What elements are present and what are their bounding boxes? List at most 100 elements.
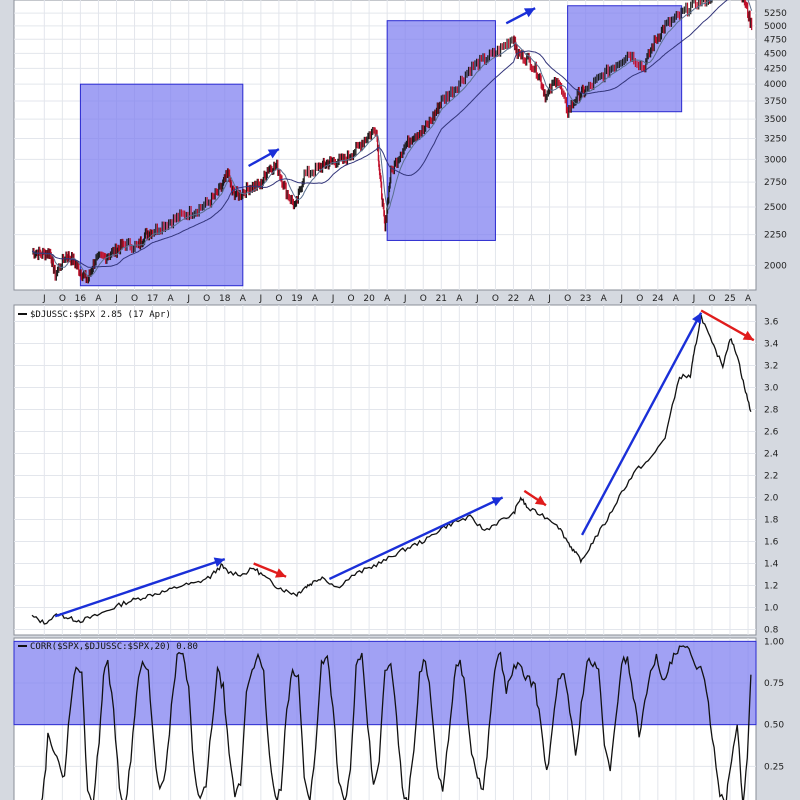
correlation-legend-label: CORR($SPX,$DJUSSC:$SPX,20) 0.80 (30, 642, 198, 652)
ratio-y-tick-label: 3.0 (764, 384, 779, 394)
price-x-tick-label: J (331, 294, 335, 304)
price-trend-arrows (247, 7, 536, 168)
price-x-tick-label: A (673, 294, 680, 304)
price-y-tick-label: 3500 (764, 115, 787, 125)
price-moving-average-fast (31, 0, 753, 277)
price-x-tick-label: A (168, 294, 175, 304)
ratio-trend-arrow-1-shaft (54, 557, 226, 618)
price-x-tick-label: O (708, 294, 715, 304)
price-y-tick-label: 3000 (764, 155, 787, 165)
price-moving-average-slow (31, 0, 728, 268)
price-x-tick-label: O (275, 294, 282, 304)
price-x-tick-label: J (619, 294, 623, 304)
price-x-tick-label: A (745, 294, 752, 304)
price-x-tick-label: 24 (652, 294, 664, 304)
ratio-trend-arrow-1 (54, 557, 226, 618)
price-y-tick-label: 4250 (764, 64, 787, 74)
price-y-tick-label: 2750 (764, 178, 787, 188)
ratio-y-tick-label: 3.6 (764, 318, 779, 328)
price-x-tick-label: 22 (508, 294, 519, 304)
ratio-y-tick-label: 1.6 (764, 538, 779, 548)
ratio-y-tick-label: 2.2 (764, 472, 778, 482)
ratio-trend-arrow-4-head (534, 495, 546, 506)
ratio-trend-arrow-2-head (274, 568, 287, 578)
price-y-tick-label: 4750 (764, 35, 787, 45)
ratio-panel: 0.8 1.0 1.2 1.4 1.6 1.8 2.0 2.2 2.4 2.6 2.8 3.0 3.2 3… (13, 304, 779, 636)
price-x-tick-label: O (59, 294, 66, 304)
correlation-highlight-band (13, 640, 757, 726)
price-x-tick-label: J (259, 294, 263, 304)
price-x-tick-label: A (240, 294, 247, 304)
price-trend-arrow-1 (247, 148, 280, 168)
price-x-tick-label: J (547, 294, 551, 304)
price-x-tick-label: A (601, 294, 608, 304)
ratio-trend-arrow-6-head (742, 330, 754, 341)
price-y-tick-label: 4500 (764, 49, 787, 59)
ratio-y-tick-label: 3.2 (764, 362, 778, 372)
correlation-y-tick-label: 1.00 (764, 637, 784, 647)
price-x-tick-label: J (475, 294, 479, 304)
ratio-y-tick-label: 0.8 (764, 626, 779, 636)
price-x-tick-label: O (564, 294, 571, 304)
price-x-tick-label: 16 (75, 294, 87, 304)
ratio-trend-arrow-3 (328, 496, 504, 580)
price-trend-arrow-2 (505, 7, 536, 25)
price-trend-arrow-2-head (523, 8, 536, 18)
price-series (31, 0, 753, 284)
price-y-tick-label: 5250 (764, 9, 787, 19)
ratio-trend-arrow-6-shaft (700, 309, 755, 342)
price-x-tick-label: J (114, 294, 118, 304)
ratio-line (31, 314, 752, 625)
ratio-series (31, 314, 752, 625)
price-x-tick-label: O (636, 294, 643, 304)
price-x-tick-label: O (203, 294, 210, 304)
price-x-tick-label: A (456, 294, 463, 304)
price-panel: 2000 2250 2500 2750 3000 3250 3500 3750 4000 4250… (13, 0, 787, 304)
ratio-y-axis: 0.8 1.0 1.2 1.4 1.6 1.8 2.0 2.2 2.4 2.6 2.8 3.0 3.2 3… (764, 318, 779, 636)
price-y-tick-label: 2000 (764, 261, 787, 271)
ratio-trend-arrow-4 (523, 489, 547, 507)
price-y-axis: 2000 2250 2500 2750 3000 3250 3500 3750 4000 4250… (764, 9, 787, 271)
price-x-tick-label: A (384, 294, 391, 304)
price-x-tick-label: A (528, 294, 535, 304)
price-trend-arrow-1-head (267, 149, 279, 159)
price-x-tick-label: O (420, 294, 427, 304)
price-x-tick-label: 19 (291, 294, 303, 304)
ratio-y-tick-label: 2.8 (764, 406, 779, 416)
price-x-tick-label: 21 (436, 294, 447, 304)
price-x-tick-label: 20 (363, 294, 375, 304)
ratio-trend-arrow-5-head (692, 312, 702, 324)
ratio-trend-arrow-2 (253, 562, 287, 578)
ratio-y-tick-label: 2.6 (764, 428, 779, 438)
ratio-trend-arrow-6 (700, 309, 755, 342)
ratio-legend: $DJUSSC:$SPX 2.85 (17 Apr) (18, 310, 171, 320)
ratio-trend-arrow-1-head (213, 557, 225, 568)
ratio-trend-arrow-5-shaft (580, 312, 703, 536)
ratio-y-tick-label: 1.4 (764, 560, 779, 570)
price-x-tick-label: 25 (724, 294, 735, 304)
price-highlight-box-1 (79, 83, 244, 287)
correlation-y-tick-label: 0.75 (764, 679, 784, 689)
price-x-tick-label: 23 (580, 294, 591, 304)
correlation-y-tick-label: 0.25 (764, 762, 784, 772)
price-y-tick-label: 2250 (764, 231, 787, 241)
ratio-trend-arrow-3-head (491, 497, 503, 507)
ratio-y-tick-label: 2.0 (764, 494, 779, 504)
price-y-tick-label: 5000 (764, 22, 787, 32)
price-x-tick-label: O (492, 294, 499, 304)
correlation-series (41, 645, 752, 800)
correlation-highlight-rect (13, 640, 757, 726)
price-y-tick-label: 3250 (764, 134, 787, 144)
ratio-y-tick-label: 1.0 (764, 604, 779, 614)
price-y-tick-label: 2500 (764, 203, 787, 213)
ratio-trend-arrows (54, 309, 755, 618)
ratio-y-tick-label: 1.8 (764, 516, 779, 526)
correlation-legend: CORR($SPX,$DJUSSC:$SPX,20) 0.80 (18, 642, 198, 652)
ratio-y-tick-label: 2.4 (764, 450, 779, 460)
price-x-tick-label: J (692, 294, 696, 304)
price-x-tick-label: J (403, 294, 407, 304)
price-y-tick-label: 4000 (764, 80, 787, 90)
ratio-y-tick-label: 3.4 (764, 340, 779, 350)
correlation-panel: 0.25 0.50 0.75 1.00 CORR($SPX,$DJUSSC:$SPX,… (13, 637, 784, 800)
